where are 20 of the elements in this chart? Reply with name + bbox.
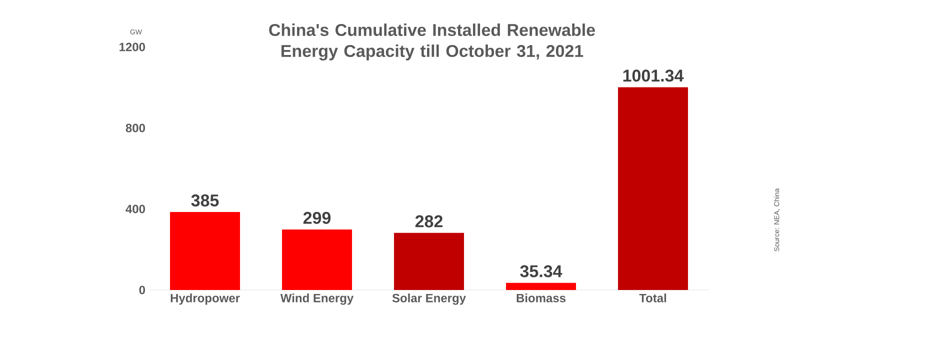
y-tick-label: 1200 bbox=[120, 42, 145, 52]
bar bbox=[506, 282, 576, 290]
bar bbox=[170, 212, 240, 290]
x-tick-label: Wind Energy bbox=[280, 294, 354, 305]
bar bbox=[618, 87, 688, 290]
y-tick-label: 400 bbox=[126, 204, 145, 214]
data-label: 1001.34 bbox=[623, 70, 684, 82]
bar bbox=[394, 232, 464, 290]
y-tick-label: 800 bbox=[126, 124, 145, 132]
data-label: 385 bbox=[191, 194, 219, 206]
x-tick-label: Total bbox=[639, 294, 666, 302]
data-label: 299 bbox=[303, 212, 331, 224]
bar bbox=[282, 229, 352, 290]
chart-title: China's Cumulative Installed Renewable Energy Capacity till October 31, 2021 bbox=[269, 24, 595, 60]
x-tick-label: Hydropower bbox=[170, 294, 240, 305]
data-label: 282 bbox=[415, 215, 442, 228]
y-tick-label: 0 bbox=[139, 286, 145, 294]
x-tick-label: Solar Energy bbox=[392, 294, 466, 305]
x-tick-label: Biomass bbox=[516, 294, 566, 302]
data-label: 35.34 bbox=[520, 265, 562, 278]
